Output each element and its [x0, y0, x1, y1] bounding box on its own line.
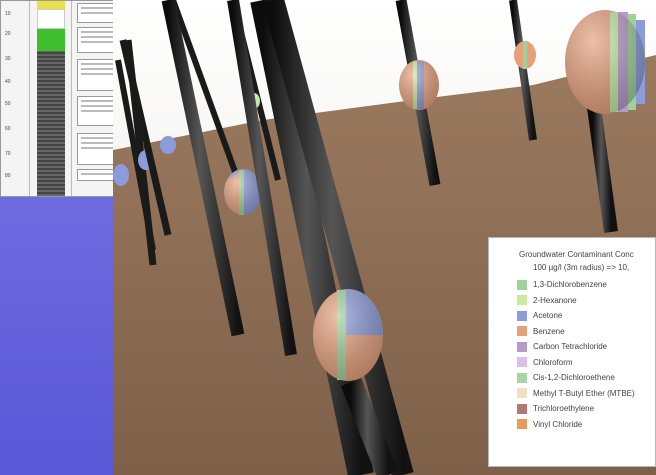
well-9[interactable] [509, 0, 537, 141]
legend-swatch [517, 341, 527, 352]
legend-swatch [517, 357, 527, 368]
contaminant-legend: Groundwater Contaminant Conc 100 µg/l (3… [488, 237, 656, 467]
well-3[interactable] [119, 39, 176, 236]
legend-label: Methyl T-Butyl Ether (MTBE) [533, 388, 635, 398]
legend-label: 1,3-Dichlorobenzene [533, 280, 607, 290]
log-strata-column [33, 1, 72, 196]
legend-swatch [517, 419, 527, 430]
legend-item: Benzene [517, 324, 655, 340]
log-depth-column: 10 20 30 40 50 60 70 80 [1, 1, 30, 196]
legend-swatch [517, 310, 527, 321]
legend-subtitle: 100 µg/l (3m radius) => 10, [533, 263, 630, 272]
well-7[interactable] [161, 0, 262, 337]
legend-label: Vinyl Chloride [533, 419, 583, 429]
legend-swatch [517, 403, 527, 414]
legend-item: Acetone [517, 308, 655, 324]
legend-item: 2-Hexanone [517, 293, 655, 309]
well-12[interactable] [227, 0, 297, 356]
legend-label: Carbon Tetrachloride [533, 342, 608, 352]
well-8[interactable] [395, 0, 441, 186]
legend-item: Cis-1,2-Dichloroethene [517, 370, 655, 386]
legend-swatch [517, 295, 527, 306]
legend-swatch [517, 326, 527, 337]
legend-label: Chloroform [533, 357, 573, 367]
legend-swatch [517, 372, 527, 383]
legend-item: Chloroform [517, 355, 655, 371]
legend-label: Cis-1,2-Dichloroethene [533, 373, 615, 383]
legend-item: Vinyl Chloride [517, 417, 655, 433]
legend-item: Trichloroethylene [517, 401, 655, 417]
legend-item: 1,3-Dichlorobenzene [517, 277, 655, 293]
well-13[interactable] [262, 0, 414, 475]
legend-swatch [517, 279, 527, 290]
well-10[interactable] [565, 10, 645, 233]
legend-item: Carbon Tetrachloride [517, 339, 655, 355]
legend-label: Acetone [533, 311, 563, 321]
legend-label: Trichloroethylene [533, 404, 595, 414]
well-5[interactable] [170, 0, 241, 182]
legend-list: 1,3-Dichlorobenzene 2-Hexanone Acetone Benz… [517, 277, 655, 432]
legend-item: Methyl T-Butyl Ether (MTBE) [517, 386, 655, 402]
legend-swatch [517, 388, 527, 399]
legend-label: Benzene [533, 326, 565, 336]
legend-title: Groundwater Contaminant Conc [519, 250, 634, 259]
legend-label: 2-Hexanone [533, 295, 577, 305]
